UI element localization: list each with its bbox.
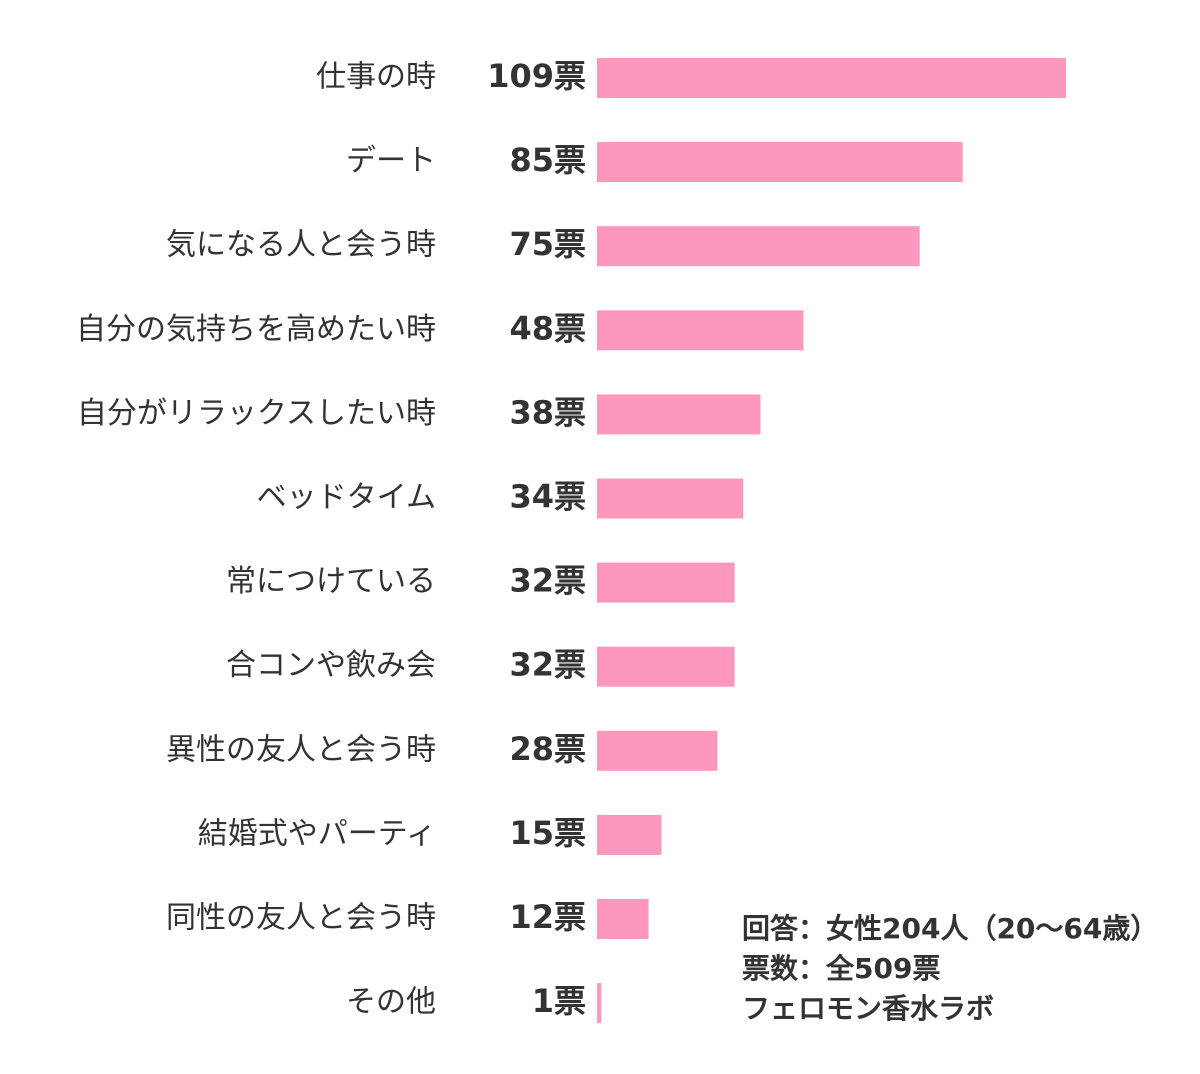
note: フェロモン香水ラボ xyxy=(742,992,994,1025)
bar xyxy=(597,646,735,687)
bar xyxy=(597,899,649,939)
value-label: 48票 xyxy=(509,309,586,347)
category-label: 自分がリラックスしたい時 xyxy=(77,396,436,431)
value-label: 109票 xyxy=(487,57,586,95)
category-label: 結婚式やパーティ xyxy=(198,816,436,851)
value-label: 75票 xyxy=(509,225,586,263)
value-label: 1票 xyxy=(532,982,586,1020)
note: 回答：女性204人（20～64歳） xyxy=(742,912,1158,945)
bar xyxy=(597,983,602,1024)
bar xyxy=(597,562,735,603)
bar xyxy=(597,730,718,771)
value-label: 32票 xyxy=(509,646,586,684)
category-label: 異性の友人と会う時 xyxy=(166,732,436,767)
bar xyxy=(597,142,963,183)
value-label: 85票 xyxy=(509,141,586,179)
category-label: その他 xyxy=(346,985,436,1020)
category-label: 仕事の時 xyxy=(316,60,436,95)
bar xyxy=(597,814,662,855)
value-label: 32票 xyxy=(509,562,586,600)
value-label: 34票 xyxy=(509,478,586,516)
bar xyxy=(597,58,1066,98)
value-label: 38票 xyxy=(509,393,586,431)
category-label: 常につけている xyxy=(226,564,436,599)
bar xyxy=(597,310,804,351)
value-label: 15票 xyxy=(509,814,586,852)
category-label: 気になる人と会う時 xyxy=(166,228,436,263)
note: 票数：全509票 xyxy=(742,952,940,985)
value-label: 28票 xyxy=(509,730,586,768)
bar xyxy=(597,226,920,267)
category-label: 自分の気持ちを高めたい時 xyxy=(76,312,436,347)
bar xyxy=(597,478,744,519)
category-label: デート xyxy=(346,144,436,179)
category-label: 同性の友人と会う時 xyxy=(166,901,436,936)
category-label: ベッドタイム xyxy=(257,480,436,515)
bar xyxy=(597,394,761,435)
category-label: 合コンや飲み会 xyxy=(226,648,436,683)
value-label: 12票 xyxy=(509,898,586,936)
